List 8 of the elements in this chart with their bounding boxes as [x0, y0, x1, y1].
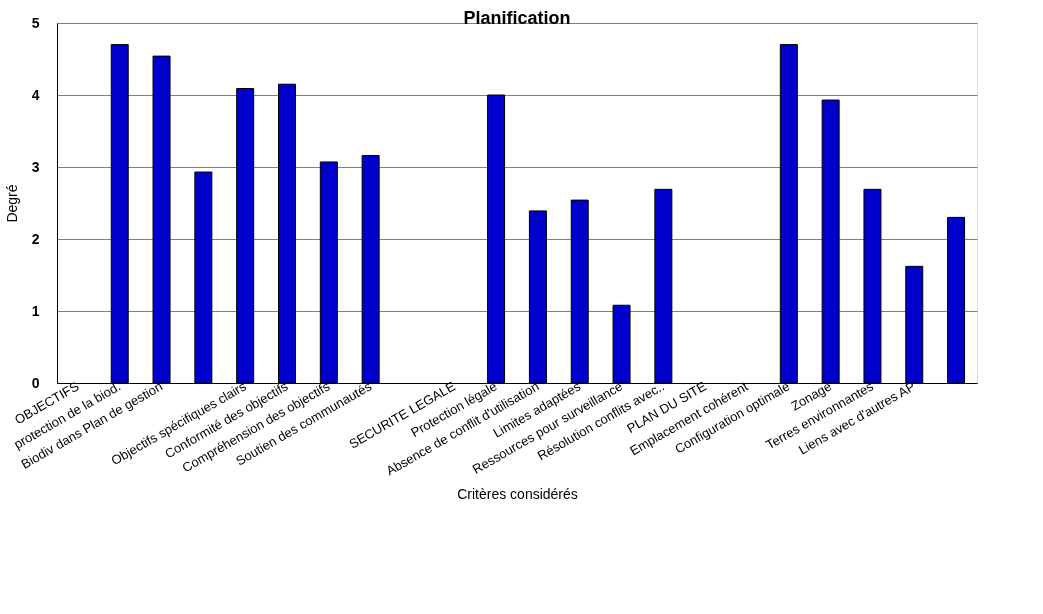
y-tick-label: 3 [31, 158, 40, 175]
chart-title: Planification [463, 8, 571, 28]
y-tick-label: 5 [31, 14, 40, 31]
y-tick-label: 4 [31, 86, 40, 103]
y-axis-title: Degré [3, 184, 20, 223]
x-axis-title: Critères considérés [457, 486, 578, 503]
y-tick-label: 1 [31, 302, 40, 319]
y-tick-label: 2 [31, 230, 40, 247]
